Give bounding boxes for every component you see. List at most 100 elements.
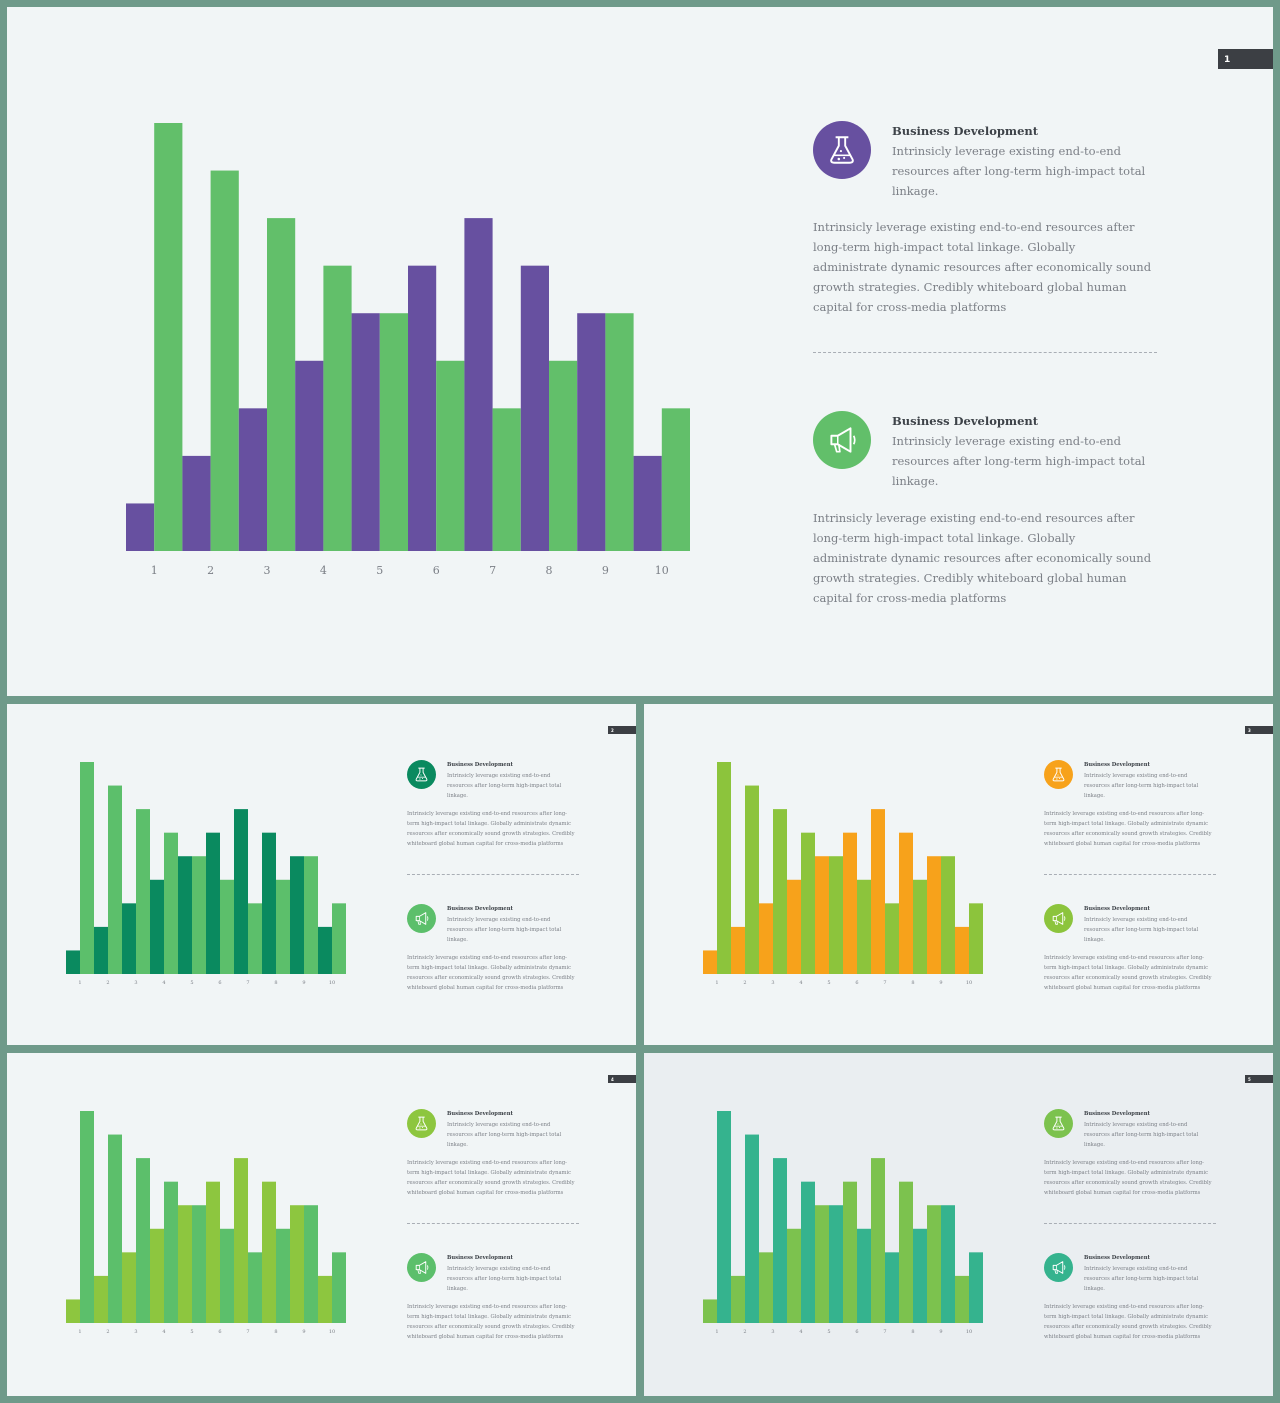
bar-b-10	[661, 408, 690, 551]
x-tick-label: 10	[966, 980, 972, 986]
bar-b-7	[492, 408, 521, 551]
x-tick-label: 7	[883, 980, 886, 986]
x-tick-label: 10	[329, 980, 335, 986]
block-1-subtitle: Intrinsicly leverage existing end-to-end…	[892, 144, 1146, 198]
bar-b-7	[885, 1252, 899, 1323]
icon-circle-1	[1044, 1109, 1073, 1138]
x-tick-label: 5	[827, 1329, 830, 1335]
bar-a-2	[94, 926, 108, 974]
bar-b-6	[220, 879, 234, 974]
page-number: 2	[608, 726, 636, 734]
block-2-subtitle: Intrinsicly leverage existing end-to-end…	[447, 1266, 562, 1292]
x-tick-label: 10	[966, 1329, 972, 1335]
block-2-title: Business Development	[447, 906, 513, 912]
x-tick-label: 6	[855, 980, 858, 986]
bar-b-8	[913, 879, 927, 974]
slide-4: 4 1 2 3 4 5 6 7 8 9 10 Business Development Intri…	[7, 1053, 636, 1396]
page-number: 5	[1245, 1075, 1273, 1083]
icon-circle-2	[1044, 1253, 1073, 1282]
flask-icon	[1050, 1115, 1067, 1132]
bar-a-8	[899, 832, 913, 974]
flask-icon	[413, 1115, 430, 1132]
bar-b-2	[745, 785, 759, 974]
bar-chart: 1 2 3 4 5 6 7 8 9 10	[66, 762, 346, 986]
bar-a-6	[206, 832, 220, 974]
bar-b-2	[108, 1134, 122, 1323]
block-2-paragraph: Intrinsicly leverage existing end-to-end…	[1044, 955, 1212, 991]
bar-b-3	[267, 218, 296, 551]
icon-circle-1	[407, 760, 436, 789]
slide-1: 1 1 2 3 4 5 6 7 8 9 10 Business Development Intri…	[7, 7, 1273, 696]
bar-b-4	[801, 1181, 815, 1323]
block-2-paragraph: Intrinsicly leverage existing end-to-end…	[813, 511, 1152, 605]
bar-a-9	[577, 313, 606, 551]
x-tick-label: 8	[274, 980, 277, 986]
info-panel: Business Development Intrinsicly leverag…	[644, 704, 1273, 1045]
bar-a-10	[955, 926, 969, 974]
x-tick-label: 4	[162, 1329, 165, 1335]
bar-b-1	[80, 762, 94, 974]
block-2-subtitle: Intrinsicly leverage existing end-to-end…	[1084, 1266, 1199, 1292]
bar-a-3	[122, 903, 136, 974]
bar-b-8	[276, 1228, 290, 1323]
x-tick-label: 2	[106, 1329, 109, 1335]
megaphone-icon	[413, 1259, 430, 1276]
block-1-title: Business Development	[447, 1111, 513, 1117]
bar-b-9	[304, 856, 318, 974]
bar-b-7	[885, 903, 899, 974]
block-1-paragraph: Intrinsicly leverage existing end-to-end…	[407, 811, 575, 847]
bar-b-6	[857, 879, 871, 974]
slide-3: 3 1 2 3 4 5 6 7 8 9 10 Business Development Intri…	[644, 704, 1273, 1045]
bar-b-1	[154, 123, 183, 551]
bar-a-7	[464, 218, 493, 551]
bar-b-9	[941, 856, 955, 974]
icon-circle-1	[407, 1109, 436, 1138]
info-panel: Business Development Intrinsicly leverag…	[7, 704, 636, 1045]
bar-a-5	[178, 1205, 192, 1323]
block-2-subtitle: Intrinsicly leverage existing end-to-end…	[892, 434, 1146, 488]
icon-circle-1	[813, 121, 871, 179]
block-1-title: Business Development	[1084, 1111, 1150, 1117]
x-tick-label: 3	[134, 980, 137, 986]
bar-a-3	[238, 408, 267, 551]
x-tick-label: 2	[207, 564, 214, 577]
bar-b-6	[220, 1228, 234, 1323]
bar-a-8	[899, 1181, 913, 1323]
x-tick-label: 6	[218, 1329, 221, 1335]
x-tick-label: 8	[911, 1329, 914, 1335]
block-2-subtitle: Intrinsicly leverage existing end-to-end…	[1084, 917, 1199, 943]
block-1-paragraph: Intrinsicly leverage existing end-to-end…	[407, 1160, 575, 1196]
x-tick-label: 3	[134, 1329, 137, 1335]
bar-b-3	[773, 1158, 787, 1323]
bar-a-4	[787, 1228, 801, 1323]
bar-a-5	[351, 313, 380, 551]
bar-chart: 1 2 3 4 5 6 7 8 9 10	[703, 762, 983, 986]
x-tick-label: 2	[743, 980, 746, 986]
x-tick-label: 9	[939, 980, 942, 986]
bar-a-6	[408, 265, 437, 551]
bar-b-8	[276, 879, 290, 974]
x-tick-label: 7	[246, 1329, 249, 1335]
block-1-subtitle: Intrinsicly leverage existing end-to-end…	[447, 773, 562, 799]
bar-b-9	[605, 313, 634, 551]
megaphone-icon	[413, 910, 430, 927]
bar-b-4	[801, 832, 815, 974]
block-1-paragraph: Intrinsicly leverage existing end-to-end…	[1044, 811, 1212, 847]
block-2-paragraph: Intrinsicly leverage existing end-to-end…	[407, 1304, 575, 1340]
bar-a-8	[262, 832, 276, 974]
x-tick-label: 4	[799, 1329, 802, 1335]
megaphone-icon	[825, 423, 859, 457]
block-2-title: Business Development	[447, 1255, 513, 1261]
divider	[407, 1223, 579, 1224]
flask-icon	[413, 766, 430, 783]
x-tick-label: 1	[151, 564, 158, 577]
bar-b-6	[857, 1228, 871, 1323]
info-panel: Business Development Intrinsicly leverag…	[644, 1053, 1273, 1396]
bar-chart: 1 2 3 4 5 6 7 8 9 10	[126, 123, 690, 577]
bar-a-4	[150, 1228, 164, 1323]
bar-b-1	[80, 1111, 94, 1323]
bar-a-3	[759, 1252, 773, 1323]
x-tick-label: 7	[883, 1329, 886, 1335]
x-tick-label: 9	[302, 980, 305, 986]
x-tick-label: 2	[106, 980, 109, 986]
